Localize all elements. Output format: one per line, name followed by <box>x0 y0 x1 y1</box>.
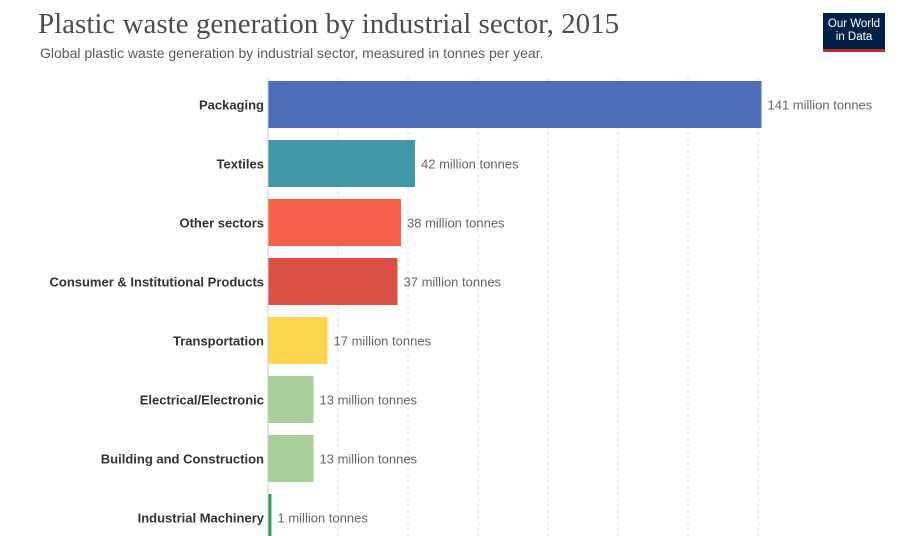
bar-industrial-machinery[interactable] <box>268 494 272 536</box>
category-label-building-and-construction: Building and Construction <box>101 452 264 467</box>
bar-other-sectors[interactable] <box>268 199 401 246</box>
category-label-packaging: Packaging <box>199 98 264 113</box>
category-label-industrial-machinery: Industrial Machinery <box>138 511 265 526</box>
bar-packaging[interactable] <box>268 81 762 128</box>
value-label-other-sectors: 38 million tonnes <box>407 216 505 231</box>
bar-consumer-institutional-products[interactable] <box>268 258 398 305</box>
category-label-transportation: Transportation <box>173 334 264 349</box>
category-label-consumer-institutional-products: Consumer & Institutional Products <box>49 275 264 290</box>
value-labels: 141 million tonnes 42 million tonnes 38 mi… <box>278 98 873 526</box>
logo-line-1: Our World <box>827 18 881 30</box>
value-label-consumer-institutional-products: 37 million tonnes <box>404 275 502 290</box>
bar-building-and-construction[interactable] <box>268 435 314 482</box>
logo-accent-bar <box>823 49 885 52</box>
bar-textiles[interactable] <box>268 140 415 187</box>
chart-subtitle: Global plastic waste generation by indus… <box>40 45 544 61</box>
value-label-packaging: 141 million tonnes <box>768 98 873 113</box>
our-world-in-data-logo[interactable]: Our World in Data <box>823 13 885 52</box>
bar-electrical-electronic[interactable] <box>268 376 314 423</box>
value-label-building-and-construction: 13 million tonnes <box>320 452 418 467</box>
category-label-electrical-electronic: Electrical/Electronic <box>140 393 264 408</box>
category-label-other-sectors: Other sectors <box>179 216 264 231</box>
category-label-textiles: Textiles <box>217 157 264 172</box>
bars <box>268 81 762 536</box>
value-label-electrical-electronic: 13 million tonnes <box>320 393 418 408</box>
logo-line-2: in Data <box>835 31 873 43</box>
value-label-textiles: 42 million tonnes <box>421 157 519 172</box>
value-label-transportation: 17 million tonnes <box>334 334 432 349</box>
category-labels: Packaging Textiles Other sectors Consumer &… <box>49 98 264 526</box>
bar-transportation[interactable] <box>268 317 328 364</box>
chart-title: Plastic waste generation by industrial s… <box>38 8 620 40</box>
value-label-industrial-machinery: 1 million tonnes <box>278 511 369 526</box>
gridlines <box>337 78 759 536</box>
